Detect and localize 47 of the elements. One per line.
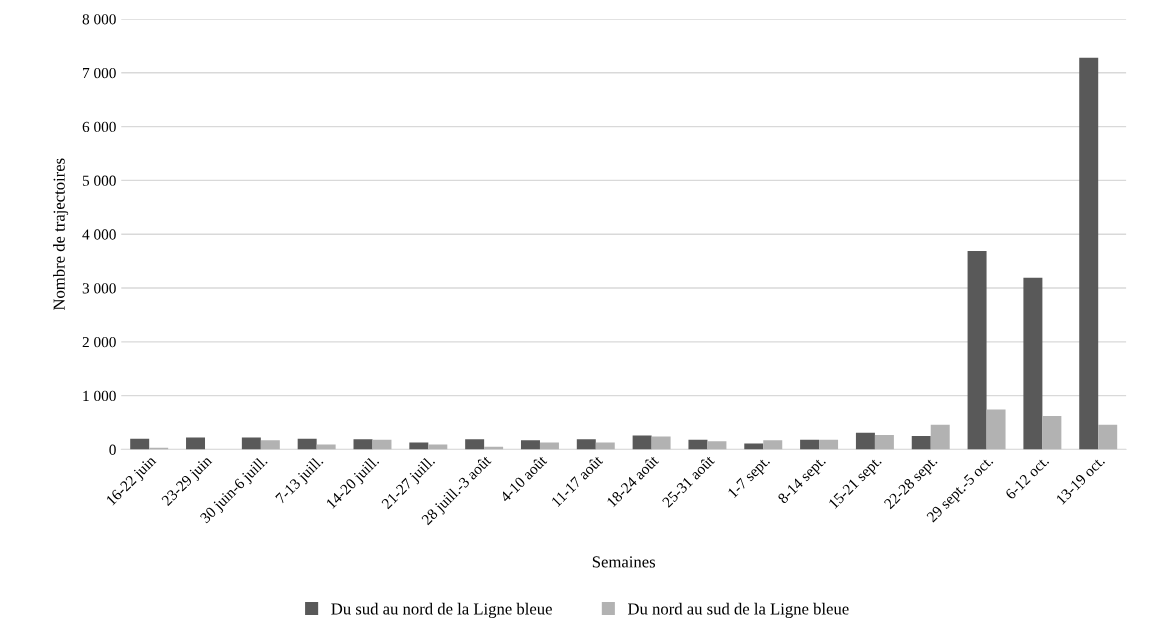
bar [1079, 57, 1099, 450]
bar [819, 439, 839, 450]
bar [353, 439, 373, 450]
bar [967, 250, 987, 450]
y-tick-label: 0 [109, 444, 116, 455]
bar [297, 438, 317, 450]
bar [465, 439, 485, 450]
y-tick-label: 2 000 [82, 336, 116, 348]
bar [1098, 424, 1118, 450]
y-axis-title: Nombre de trajectoires [53, 158, 69, 311]
bar [520, 440, 540, 450]
bar [707, 441, 727, 450]
y-tick-label: 3 000 [82, 283, 116, 294]
bar [763, 440, 783, 450]
y-tick-label: 4 000 [82, 229, 116, 240]
bar [632, 435, 652, 450]
y-tick-label: 8 000 [82, 14, 116, 25]
bar [930, 424, 950, 450]
bar [409, 442, 429, 450]
y-tick-label: 7 000 [83, 67, 116, 79]
y-tick-label: 6 000 [82, 121, 116, 133]
bar [874, 434, 894, 450]
legend-label: Du sud au nord de la Ligne bleue [331, 602, 552, 618]
bar [911, 435, 931, 450]
bar [1023, 277, 1043, 450]
bar [372, 439, 392, 450]
x-tick-label: 6-12 oct. [1004, 455, 1050, 500]
x-axis-title: Semaines [592, 556, 656, 568]
y-tick-label: 5 000 [82, 175, 116, 186]
x-tick-label: 1-7 sept. [727, 455, 773, 501]
bar [855, 432, 875, 450]
bar [1042, 416, 1062, 450]
bar [651, 436, 671, 450]
bar [688, 439, 708, 450]
x-tick-label: 8-14 sept. [777, 455, 829, 507]
y-tick-label: 1 000 [83, 390, 116, 402]
bar [595, 442, 615, 450]
bar [130, 438, 150, 450]
bar [576, 439, 596, 450]
bar [539, 442, 559, 450]
bar [186, 437, 206, 450]
x-tick-label: 4-10 août [499, 454, 548, 503]
bar [986, 409, 1006, 450]
bar [241, 437, 261, 450]
legend-label: Du nord au sud de la Ligne bleue [627, 602, 849, 618]
bar [260, 440, 280, 450]
bar [800, 439, 820, 450]
